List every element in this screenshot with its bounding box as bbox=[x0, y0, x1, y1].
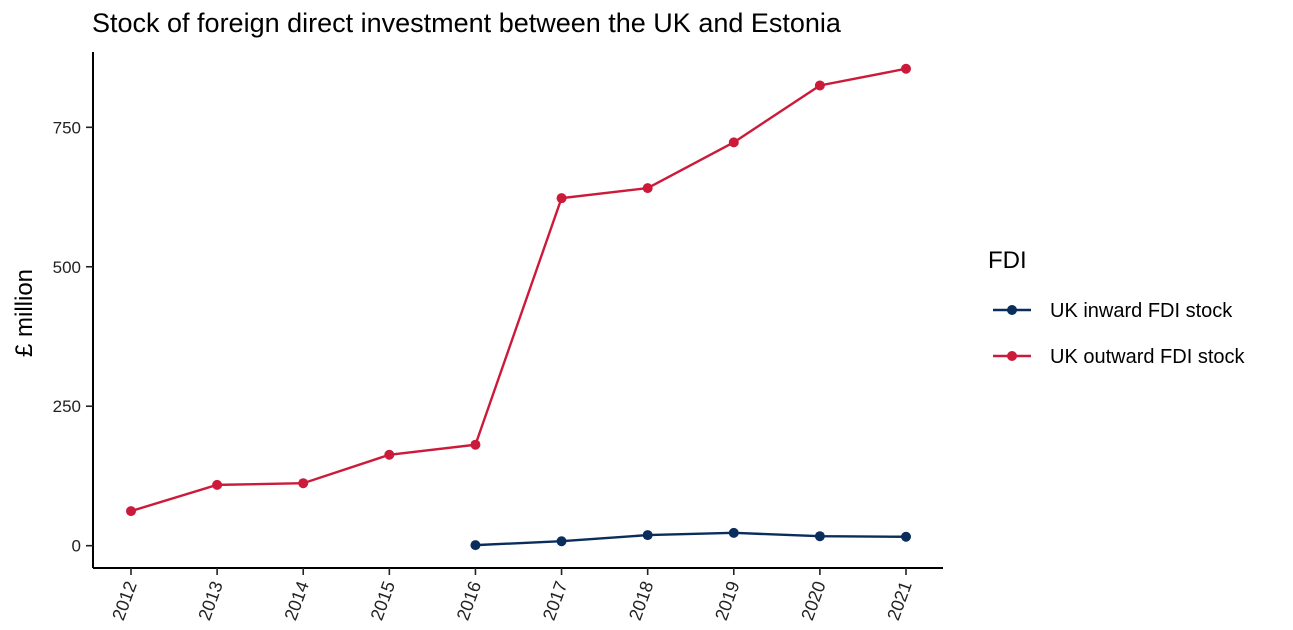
x-tick-label: 2016 bbox=[453, 579, 485, 623]
x-tick-label: 2015 bbox=[367, 579, 399, 623]
x-tick-label: 2014 bbox=[280, 579, 312, 623]
data-point-inward bbox=[814, 531, 825, 542]
data-point-outward bbox=[556, 193, 567, 204]
data-point-outward bbox=[728, 137, 739, 148]
data-point-inward bbox=[470, 540, 481, 551]
x-tick-label: 2018 bbox=[625, 579, 657, 623]
data-point-outward bbox=[298, 478, 309, 489]
data-point-inward bbox=[901, 531, 911, 542]
data-point-outward bbox=[384, 449, 395, 460]
legend-title: FDI bbox=[988, 247, 1027, 274]
chart-title: Stock of foreign direct investment betwe… bbox=[92, 8, 842, 38]
y-axis-label: £ million bbox=[11, 269, 38, 357]
data-point-inward bbox=[556, 536, 567, 547]
legend-key-point bbox=[1007, 351, 1017, 361]
x-tick-label: 2020 bbox=[797, 579, 829, 623]
data-point-outward bbox=[814, 80, 825, 91]
y-tick-label: 250 bbox=[53, 397, 81, 416]
data-point-outward bbox=[470, 439, 481, 450]
y-tick-label: 500 bbox=[53, 258, 81, 277]
plot-area: 0 250 500 750 2012 2013 2014 2015 2016 2017 2018 20… bbox=[53, 52, 943, 623]
legend: FDI UK inward FDI stock UK outward FDI st… bbox=[988, 247, 1246, 368]
data-point-inward bbox=[642, 530, 653, 541]
data-point-outward bbox=[212, 479, 223, 490]
series-line-outward bbox=[130, 67, 907, 513]
data-point-outward bbox=[126, 506, 136, 517]
x-tick-label: 2021 bbox=[883, 579, 915, 623]
x-tick-label: 2019 bbox=[711, 579, 743, 623]
legend-label: UK outward FDI stock bbox=[1050, 346, 1246, 368]
data-point-outward bbox=[901, 63, 911, 74]
y-tick-label: 750 bbox=[53, 118, 81, 137]
series-line-inward bbox=[475, 531, 907, 547]
y-tick-label: 0 bbox=[72, 537, 81, 556]
data-point-outward bbox=[642, 183, 653, 194]
x-tick-label: 2017 bbox=[539, 579, 571, 623]
data-point-inward bbox=[728, 527, 739, 538]
legend-label: UK inward FDI stock bbox=[1050, 300, 1233, 322]
x-tick-label: 2012 bbox=[108, 579, 140, 623]
x-tick-label: 2013 bbox=[194, 579, 226, 623]
legend-key-point bbox=[1007, 305, 1017, 315]
